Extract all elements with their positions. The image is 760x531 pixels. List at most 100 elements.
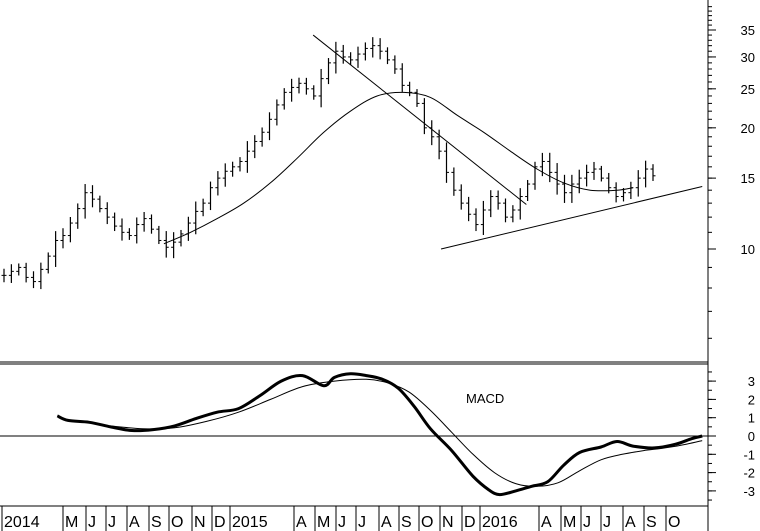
month-label: S <box>646 514 657 531</box>
price-bar <box>259 127 265 147</box>
price-bar <box>444 142 449 183</box>
price-bar <box>532 161 538 190</box>
price-bar <box>237 157 243 172</box>
month-label: 2015 <box>232 514 268 531</box>
price-tick-label: 35 <box>741 23 755 38</box>
price-bar <box>53 231 59 267</box>
macd-tick-label: -2 <box>743 466 755 481</box>
price-bar <box>90 185 95 208</box>
price-bar <box>466 196 472 222</box>
month-label: M <box>65 514 78 531</box>
price-bar <box>473 208 479 232</box>
macd-tick-label: 2 <box>748 392 755 407</box>
price-bar <box>576 169 582 194</box>
price-bars <box>1 37 656 290</box>
price-bar <box>178 229 184 247</box>
month-label: A <box>296 514 307 531</box>
price-bar <box>244 141 250 173</box>
price-bar <box>208 181 213 211</box>
price-bar <box>67 216 73 243</box>
month-label: M <box>317 514 330 531</box>
price-bar <box>60 228 66 249</box>
price-bar <box>149 214 154 234</box>
price-bar <box>510 205 516 223</box>
month-label: J <box>88 514 96 531</box>
price-bar <box>119 218 125 241</box>
month-label: N <box>194 514 206 531</box>
price-tick-label: 10 <box>741 242 755 257</box>
price-bar <box>451 167 457 196</box>
price-bar <box>333 41 339 74</box>
price-bar <box>414 89 420 107</box>
price-bar <box>8 264 14 283</box>
macd-tick-label: 3 <box>748 374 755 389</box>
price-tick-label: 30 <box>741 50 755 65</box>
month-label: A <box>381 514 392 531</box>
price-bar <box>318 68 324 108</box>
price-bar <box>635 170 641 197</box>
month-label: D <box>214 514 226 531</box>
price-bar <box>23 262 29 283</box>
price-tick-label: 25 <box>741 82 755 97</box>
month-label: S <box>151 514 162 531</box>
price-bar <box>495 190 501 210</box>
price-bar <box>562 174 567 203</box>
price-bar <box>525 179 531 202</box>
price-bar <box>621 188 626 202</box>
price-bar <box>303 77 309 95</box>
price-bar <box>421 98 427 135</box>
price-bar <box>340 44 346 64</box>
price-bar <box>31 271 36 289</box>
price-bar <box>104 202 110 225</box>
macd-axis: -3 -2 -1 0 1 2 3 <box>708 371 755 501</box>
price-bar <box>112 212 118 232</box>
price-axis: 10 15 20 25 30 35 <box>708 6 755 339</box>
price-bar <box>230 161 236 177</box>
price-bar <box>554 163 560 195</box>
price-bar <box>348 52 354 65</box>
price-bar <box>643 160 649 188</box>
macd-label: MACD <box>466 391 504 406</box>
price-bar <box>547 152 553 183</box>
price-bar <box>517 188 523 220</box>
price-bar <box>355 46 361 68</box>
month-label: A <box>625 514 636 531</box>
month-label: A <box>129 514 140 531</box>
month-label: N <box>442 514 454 531</box>
moving-average <box>163 91 633 245</box>
price-bar <box>606 172 612 194</box>
price-bar <box>650 164 656 181</box>
price-bar <box>82 184 88 219</box>
macd-lines <box>56 372 703 497</box>
macd-tick-label: -1 <box>743 447 755 462</box>
macd-line <box>56 372 703 497</box>
price-bar <box>252 135 258 159</box>
price-bar <box>385 47 390 65</box>
price-bar <box>613 182 619 203</box>
price-bar <box>488 190 494 218</box>
price-bar <box>215 171 221 196</box>
price-bar <box>584 164 590 187</box>
trendline <box>312 34 527 205</box>
price-bar <box>370 37 376 58</box>
price-bar <box>38 262 44 290</box>
moving-average-line <box>163 91 633 245</box>
price-bar <box>503 198 508 223</box>
price-bar <box>126 228 132 240</box>
price-bar <box>274 99 280 126</box>
price-tick-label: 20 <box>741 121 755 136</box>
macd-signal-line <box>110 378 703 487</box>
month-label: 2016 <box>482 514 518 531</box>
price-bar <box>141 211 147 232</box>
price-bar <box>591 161 597 180</box>
trendlines <box>312 34 703 250</box>
price-bar <box>392 55 398 74</box>
price-bar <box>45 252 51 274</box>
trendline <box>440 185 703 250</box>
month-label: O <box>171 514 183 531</box>
month-label: O <box>668 514 680 531</box>
price-bar <box>362 42 368 61</box>
month-label: J <box>338 514 346 531</box>
